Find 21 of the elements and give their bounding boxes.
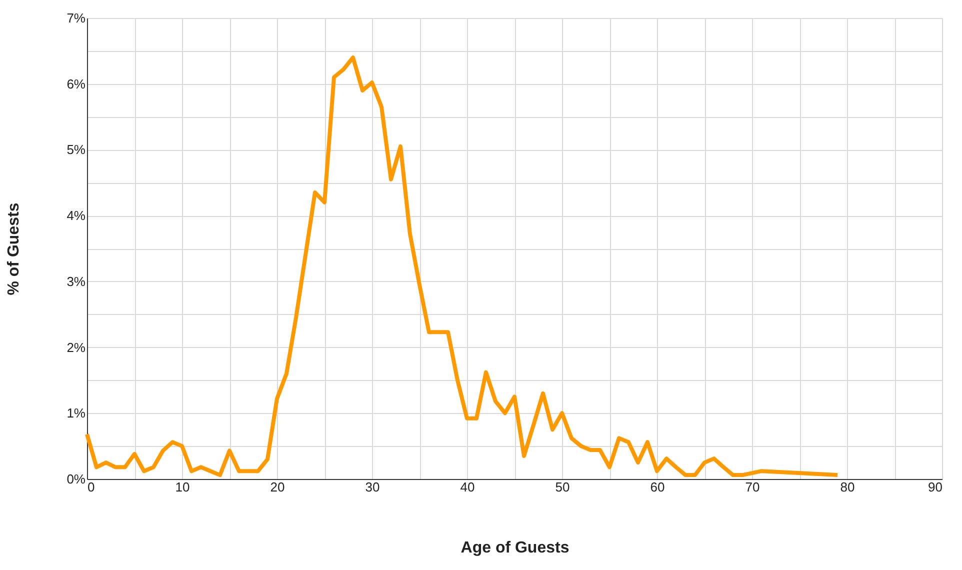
y-tick-label: 2% — [66, 340, 86, 355]
y-tick-label: 6% — [66, 76, 86, 92]
y-tick-label: 7% — [66, 10, 86, 26]
x-tick-label: 30 — [365, 480, 380, 494]
x-axis-title: Age of Guests — [460, 540, 570, 556]
x-tick-label: 0 — [88, 480, 95, 494]
line-series — [85, 56, 840, 478]
x-tick-label: 70 — [745, 480, 760, 494]
x-tick-label: 90 — [928, 480, 942, 494]
x-tick-label: 50 — [555, 480, 570, 494]
x-tick-label: 60 — [650, 480, 665, 494]
y-tick-label: 4% — [66, 208, 86, 224]
y-tick-label: 5% — [66, 142, 86, 158]
x-tick-label: 10 — [175, 480, 190, 494]
x-tick-label: 80 — [840, 480, 855, 494]
y-tick-label: 1% — [66, 406, 86, 421]
x-tick-label: 20 — [270, 480, 285, 494]
y-axis-title: % of Guests — [6, 202, 23, 296]
y-tick-label: 3% — [66, 274, 86, 289]
x-tick-label: 40 — [460, 480, 475, 494]
y-tick-label: 0% — [66, 472, 86, 486]
